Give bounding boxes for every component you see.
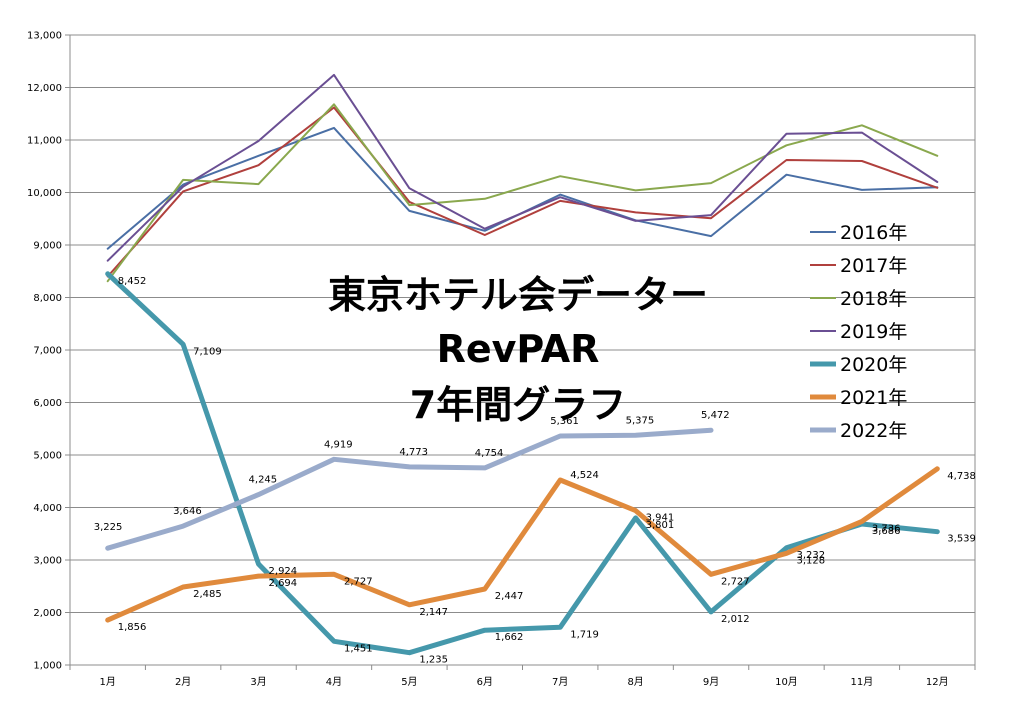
data-label: 3,941 — [646, 513, 675, 524]
y-tick-label: 10,000 — [27, 188, 62, 199]
data-label: 2,147 — [419, 607, 448, 618]
legend-label: 2017年 — [840, 255, 907, 277]
x-tick-label: 1月 — [100, 676, 116, 688]
data-label: 3,646 — [173, 506, 202, 517]
series-line-6 — [105, 466, 940, 623]
data-label: 1,856 — [118, 622, 147, 633]
x-tick-label: 8月 — [627, 676, 643, 688]
data-label: 3,736 — [872, 523, 901, 534]
series-line-5 — [105, 271, 940, 656]
series-group — [105, 73, 940, 656]
data-label: 4,754 — [475, 448, 504, 459]
data-label: 3,128 — [796, 555, 825, 566]
data-label: 4,738 — [947, 471, 976, 482]
x-tick-label: 9月 — [703, 676, 719, 688]
data-label: 5,375 — [626, 415, 655, 426]
series-line-4 — [106, 73, 939, 262]
gridlines — [70, 34, 975, 666]
data-label: 5,361 — [550, 416, 579, 427]
y-axis: 1,000 2,000 3,000 4,000 5,000 6,000 7,000 8,000… — [27, 31, 70, 672]
data-label: 4,524 — [570, 470, 599, 481]
x-tick-label: 4月 — [326, 676, 342, 688]
data-labels: 8,452 7,109 2,924 1,451 1,235 1,662 1,719 3,801… — [94, 276, 976, 666]
y-tick-label: 11,000 — [27, 136, 62, 147]
x-tick-label: 2月 — [175, 676, 191, 688]
legend-label: 2022年 — [840, 420, 907, 442]
data-label: 3,801 — [646, 520, 675, 531]
legend-label: 2019年 — [840, 321, 907, 343]
legend-label: 2020年 — [840, 354, 907, 376]
x-tick-label: 3月 — [250, 676, 266, 688]
y-tick-label: 13,000 — [27, 31, 62, 42]
y-tick-label: 6,000 — [33, 398, 62, 409]
y-tick-label: 5,000 — [33, 451, 62, 462]
data-label: 5,472 — [701, 410, 730, 421]
data-label: 3,225 — [94, 522, 123, 533]
data-label: 3,232 — [796, 550, 825, 561]
series-line-7 — [105, 427, 714, 551]
legend: 2016年 2017年 2018年 2019年 2020年 2021年 2022年 — [810, 222, 907, 442]
data-label: 2,694 — [269, 578, 298, 589]
data-label: 3,686 — [872, 526, 901, 537]
chart-title-line-2: RevPAR — [437, 327, 600, 371]
series-line-3 — [106, 103, 939, 283]
data-label: 3,539 — [947, 534, 976, 545]
y-tick-label: 12,000 — [27, 83, 62, 94]
data-label: 4,245 — [249, 475, 278, 486]
data-label: 2,924 — [269, 566, 298, 577]
chart-title-line-1: 東京ホテル会データー — [328, 273, 708, 317]
data-label: 2,012 — [721, 614, 750, 625]
y-tick-label: 1,000 — [33, 661, 62, 672]
data-label: 1,662 — [495, 632, 524, 643]
y-tick-label: 7,000 — [33, 346, 62, 357]
chart-title: 東京ホテル会データー RevPAR 7年間グラフ — [328, 273, 708, 427]
data-label: 7,109 — [193, 346, 222, 357]
data-label: 2,727 — [344, 576, 373, 587]
data-label: 1,235 — [419, 655, 448, 666]
data-label: 2,727 — [721, 576, 750, 587]
y-tick-label: 4,000 — [33, 503, 62, 514]
y-tick-label: 2,000 — [33, 608, 62, 619]
legend-label: 2021年 — [840, 387, 907, 409]
chart-title-line-3: 7年間グラフ — [410, 383, 626, 427]
data-label: 4,773 — [399, 447, 428, 458]
y-tick-label: 9,000 — [33, 241, 62, 252]
series-line-2 — [106, 106, 939, 278]
data-label: 4,919 — [324, 439, 353, 450]
x-tick-label: 12月 — [926, 676, 949, 688]
y-tick-label: 3,000 — [33, 556, 62, 567]
data-label: 2,447 — [495, 591, 524, 602]
x-tick-label: 5月 — [401, 676, 417, 688]
data-label: 8,452 — [118, 276, 147, 287]
y-tick-label: 8,000 — [33, 293, 62, 304]
data-label: 2,485 — [193, 589, 222, 600]
x-tick-label: 10月 — [775, 676, 798, 688]
x-axis: 1月 2月 3月 4月 5月 6月 7月 8月 9月 10月 11月 12月 — [69, 665, 976, 688]
legend-label: 2018年 — [840, 288, 907, 310]
x-tick-label: 7月 — [552, 676, 568, 688]
data-label: 1,451 — [344, 643, 373, 654]
x-tick-label: 11月 — [851, 676, 874, 688]
x-tick-label: 6月 — [477, 676, 493, 688]
data-label: 1,719 — [570, 629, 599, 640]
legend-label: 2016年 — [840, 222, 907, 244]
